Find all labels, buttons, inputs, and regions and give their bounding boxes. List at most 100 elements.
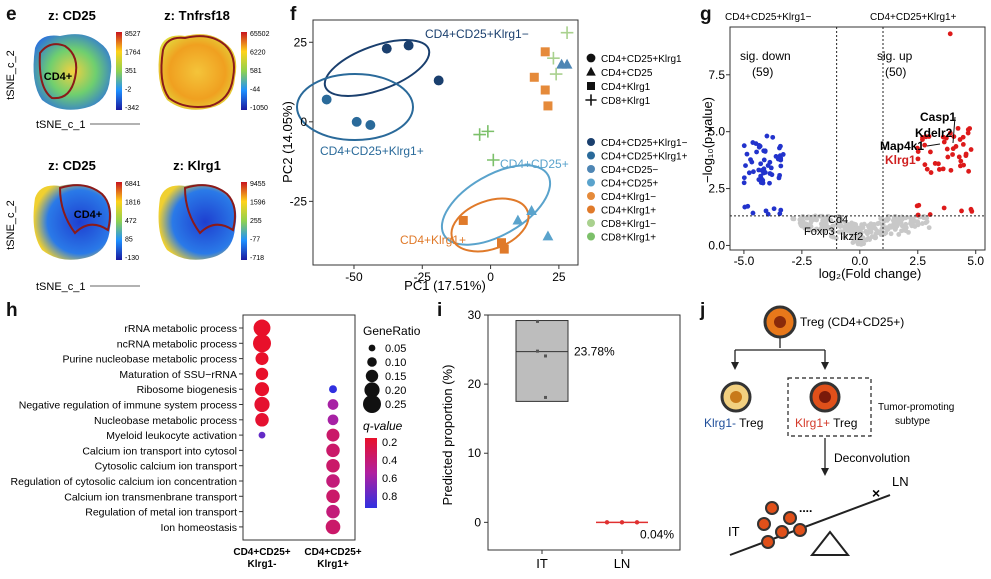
g-point-down [769, 172, 775, 178]
f-point [540, 85, 550, 95]
j-klrg1-neg-cell [720, 381, 752, 413]
g-point-up [963, 153, 969, 159]
f-point [560, 26, 574, 40]
f-legend-shape [586, 53, 596, 63]
g-point-up [948, 167, 954, 173]
e-colorbar-tick: -44 [250, 87, 260, 94]
g-point-ns [807, 216, 813, 222]
h-color-legend-label: 0.2 [382, 437, 397, 449]
g-point-ns [803, 221, 809, 227]
h-xcat-1-line1: CD4+CD25+ [304, 547, 361, 558]
h-dot [255, 352, 269, 366]
panel-letter-f: f [290, 4, 297, 25]
f-point [365, 120, 376, 130]
f-xtick-label: -25 [414, 270, 432, 284]
g-point-ns [910, 220, 915, 226]
panel-i-boxplot: 30 20 10 0 IT LN 23.78% 0.04% Predicted proport… [440, 308, 681, 571]
f-legend-color-dot [587, 232, 595, 241]
g-point-ns [915, 219, 921, 225]
i-point [634, 520, 640, 525]
e-cloud-3 [158, 184, 237, 260]
f-legend-shape-label: CD8+Klrg1 [601, 96, 651, 107]
e-ylabel-top: tSNE_c_2 [5, 50, 17, 100]
j-left-arrowhead [731, 362, 739, 370]
h-color-legend-label: 0.4 [382, 455, 397, 467]
g-point-down [750, 210, 756, 216]
g-point-ns [841, 235, 847, 241]
g-point-down [754, 149, 759, 155]
f-point [499, 244, 509, 254]
g-gene-ikzf2: Ikzf2 [840, 231, 863, 243]
f-point [543, 101, 553, 111]
e-gate-1 [160, 35, 235, 108]
g-point-up [941, 205, 947, 211]
g-point-down [767, 180, 772, 186]
j-side-note-1: Tumor-promoting [878, 402, 954, 413]
f-point [473, 128, 486, 141]
panel-letter-j: j [700, 300, 706, 321]
g-point-ns [813, 227, 819, 233]
i-xtick-label: IT [536, 556, 548, 571]
e-title-2: z: CD25 [48, 158, 96, 173]
g-point-ns [838, 217, 844, 222]
f-point [561, 58, 573, 69]
g-point-ns [869, 234, 875, 239]
g-point-up [940, 134, 946, 140]
e-colorbar-tick: -130 [125, 255, 139, 262]
panel-j-schematic: Treg (CD4+CD25+) Klrg1- Treg Klrg1+ Treg… [704, 305, 954, 556]
f-legend-color-label: CD4+Klrg1+ [601, 206, 656, 217]
h-dot [255, 367, 269, 381]
i-box-label: 23.78% [574, 345, 615, 359]
e-colorbar-tick: 65502 [250, 31, 270, 38]
f-point [529, 72, 539, 82]
h-qvalue-colorbar [365, 438, 377, 508]
e-colorbar-2 [116, 182, 122, 260]
g-point-ns [830, 227, 836, 232]
g-point-ns [830, 223, 836, 229]
panel-f-pca: -50 -25 0 25 25 0 -25 PC1 (17.51%) PC2 (14.05%… [280, 19, 688, 293]
f-point [497, 238, 507, 248]
h-size-legend-dot [368, 344, 376, 352]
j-treg-label: Treg (CD4+CD25+) [800, 315, 904, 329]
g-point-up [960, 134, 966, 140]
g-point-up [940, 166, 946, 172]
g-annot-sig-up: sig. up [877, 49, 913, 63]
e-gate-0 [38, 43, 78, 100]
g-point-up [956, 154, 962, 160]
g-point-ns [879, 229, 885, 235]
g-point-up [915, 145, 920, 151]
g-ytick-label: 0.0 [708, 238, 725, 252]
g-point-ns [818, 221, 824, 227]
h-size-legend-dot [364, 382, 380, 398]
f-legend-shape [585, 94, 597, 106]
e-colorbar-tick: 6220 [250, 50, 266, 57]
f-ytick-label: 25 [294, 35, 308, 49]
f-xtick-label: 25 [552, 270, 566, 284]
g-point-ns [790, 215, 796, 221]
f-ellipse-klrg1-pos [296, 73, 414, 141]
g-point-down [743, 163, 748, 168]
j-right-colored: Klrg1+ [795, 416, 830, 430]
h-xcat-0-line1: CD4+CD25+ [233, 547, 290, 558]
g-point-down [746, 170, 752, 176]
g-point-down [744, 151, 750, 157]
h-term-label: Ion homeostasis [161, 522, 237, 534]
e-colorbar-tick: 472 [125, 218, 137, 225]
g-point-ns [839, 230, 845, 236]
e-colorbar-0 [116, 32, 122, 110]
g-point-ns [830, 234, 836, 240]
g-point-ns [825, 213, 831, 219]
g-point-ns [798, 222, 804, 228]
g-leader-casp1 [952, 116, 956, 144]
e-colorbar-tick: 351 [125, 68, 137, 75]
f-group-label-0: CD4+CD25+Klrg1− [425, 27, 529, 41]
g-point-up [916, 202, 922, 208]
g-point-down [742, 204, 748, 210]
g-point-down [750, 140, 756, 145]
j-seesaw-fulcrum [809, 530, 851, 556]
panel-g-volcano: CD4+CD25+Klrg1− CD4+CD25+Klrg1+ -5.0 -2.5… [700, 12, 986, 281]
g-point-ns [924, 215, 930, 221]
j-dots: .... [799, 501, 812, 515]
g-point-up [928, 170, 934, 175]
g-point-ns [808, 224, 814, 229]
